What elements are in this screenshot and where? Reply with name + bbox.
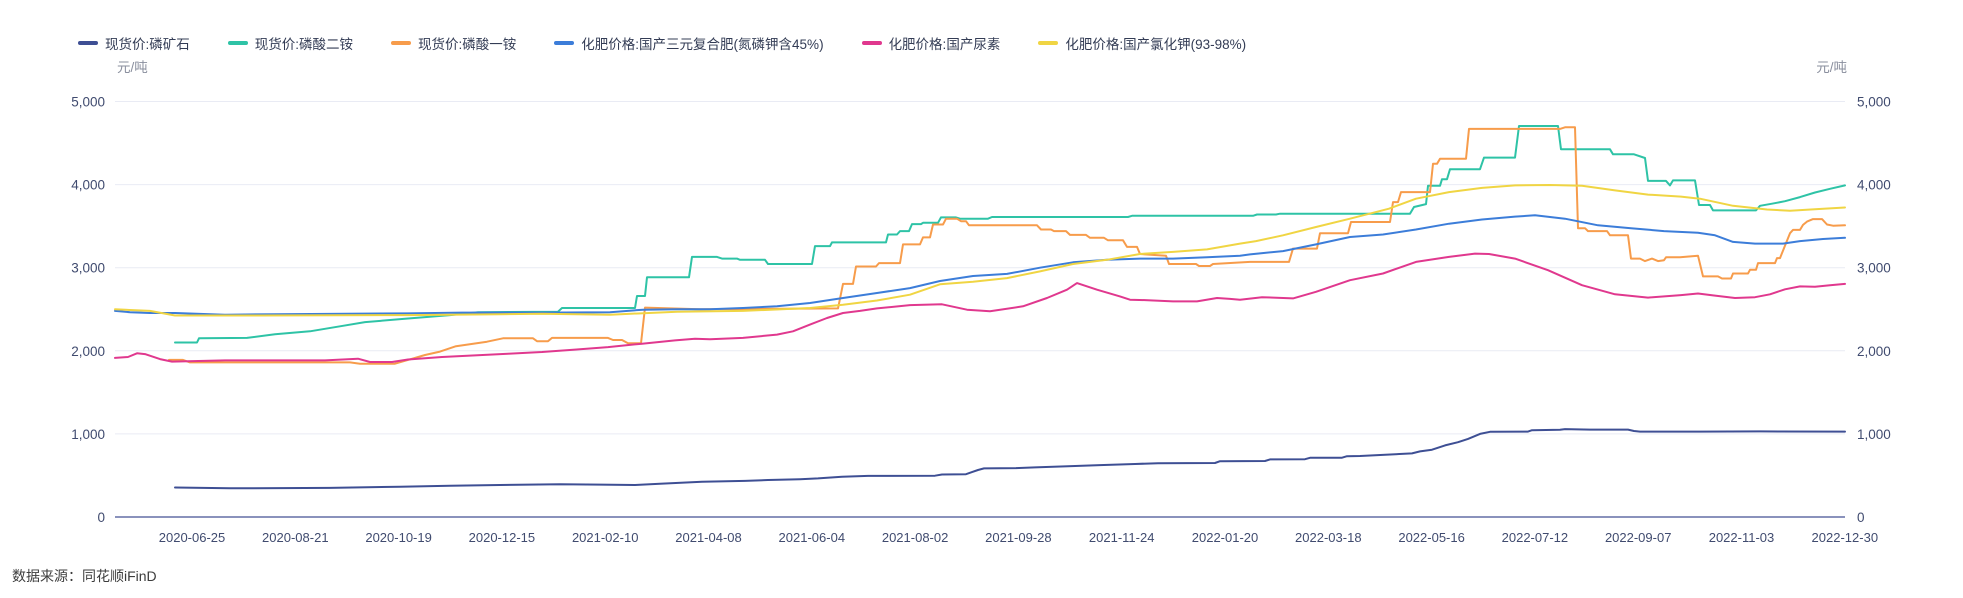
legend-swatch-urea [861, 41, 882, 45]
x-tick-label: 2020-12-15 [469, 530, 536, 545]
data-source-note: 数据来源：同花顺iFinD [12, 568, 157, 584]
legend-item-npk-compound[interactable]: 化肥价格:国产三元复合肥(氮磷钾含45%) [554, 33, 824, 53]
axis-unit-right: 元/吨 [1816, 60, 1847, 75]
legend-swatch-phosphate-rock [78, 41, 98, 45]
y-tick-left: 2,000 [71, 344, 105, 359]
chart-legend: 现货价:磷矿石 现货价:磷酸二铵 现货价:磷酸一铵 化肥价格:国产三元复合肥(氮磷钾含… [78, 33, 1246, 53]
legend-item-map[interactable]: 现货价:磷酸一铵 [391, 33, 516, 53]
x-tick-label: 2022-01-20 [1192, 530, 1259, 545]
x-tick-label: 2022-03-18 [1295, 530, 1362, 545]
legend-label-urea: 化肥价格:国产尿素 [888, 37, 1001, 52]
x-tick-label: 2020-10-19 [365, 530, 432, 545]
y-tick-left: 5,000 [71, 95, 105, 110]
y-tick-right: 4,000 [1857, 178, 1891, 193]
legend-item-dap[interactable]: 现货价:磷酸二铵 [227, 33, 354, 53]
x-tick-label: 2020-08-21 [262, 530, 329, 545]
legend-swatch-dap [227, 41, 248, 45]
x-tick-label: 2021-09-28 [985, 530, 1052, 545]
y-tick-right: 3,000 [1857, 261, 1891, 276]
series-line-urea[interactable] [114, 252, 1846, 363]
y-tick-left: 4,000 [71, 178, 105, 193]
y-tick-left: 3,000 [71, 261, 105, 276]
series-line-potassium-chloride[interactable] [114, 184, 1846, 317]
legend-item-urea[interactable]: 化肥价格:国产尿素 [861, 33, 1001, 53]
legend-item-phosphate-rock[interactable]: 现货价:磷矿石 [78, 33, 190, 53]
legend-swatch-map [391, 41, 412, 45]
legend-swatch-npk-compound [554, 41, 575, 45]
series-line-map[interactable] [168, 126, 1846, 365]
x-tick-label: 2022-07-12 [1502, 530, 1569, 545]
series-line-phosphate-rock[interactable] [174, 428, 1846, 490]
y-tick-right: 0 [1857, 510, 1865, 525]
axis-unit-left: 元/吨 [117, 60, 148, 75]
x-tick-label: 2021-11-24 [1089, 530, 1155, 545]
legend-label-dap: 现货价:磷酸二铵 [254, 37, 354, 52]
x-tick-label: 2021-06-04 [779, 530, 846, 545]
series-line-npk-compound[interactable] [114, 214, 1846, 316]
series-line-dap[interactable] [174, 125, 1846, 344]
x-tick-label: 2022-12-30 [1812, 530, 1879, 545]
y-tick-right: 2,000 [1857, 344, 1891, 359]
y-tick-right: 5,000 [1857, 95, 1891, 110]
x-tick-label: 2022-05-16 [1398, 530, 1465, 545]
x-tick-label: 2021-04-08 [675, 530, 742, 545]
x-tick-label: 2021-02-10 [572, 530, 639, 545]
legend-label-npk-compound: 化肥价格:国产三元复合肥(氮磷钾含45%) [581, 37, 824, 52]
legend-label-phosphate-rock: 现货价:磷矿石 [105, 37, 190, 52]
x-tick-label: 2022-09-07 [1605, 530, 1672, 545]
legend-label-map: 现货价:磷酸一铵 [418, 37, 517, 52]
y-tick-left: 1,000 [71, 427, 105, 442]
x-tick-label: 2022-11-03 [1709, 530, 1775, 545]
x-tick-label: 2021-08-02 [882, 530, 949, 545]
y-tick-right: 1,000 [1857, 427, 1891, 442]
x-tick-label: 2020-06-25 [159, 530, 226, 545]
y-tick-left: 0 [97, 510, 105, 525]
legend-label-potassium-chloride: 化肥价格:国产氯化钾(93-98%) [1065, 37, 1247, 52]
legend-swatch-potassium-chloride [1038, 41, 1059, 45]
legend-item-potassium-chloride[interactable]: 化肥价格:国产氯化钾(93-98%) [1038, 33, 1246, 53]
